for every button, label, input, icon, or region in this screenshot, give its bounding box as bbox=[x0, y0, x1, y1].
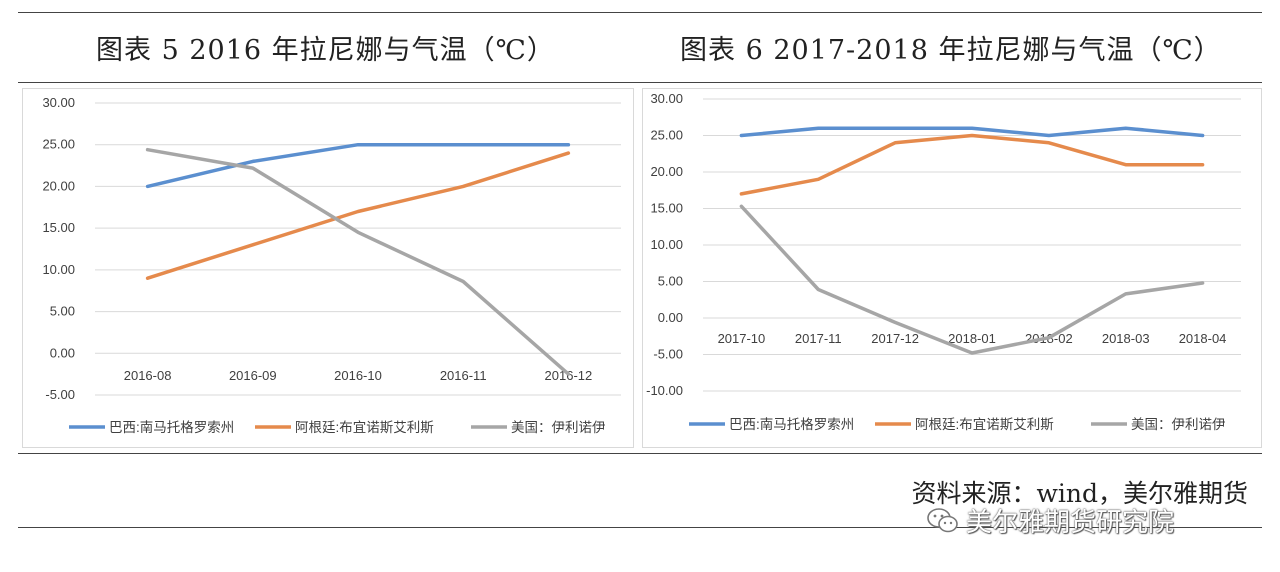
chart-5: 30.00 25.00 20.00 15.00 10.00 5.00 0.00 -5.00 20… bbox=[42, 95, 621, 435]
series-line-0 bbox=[739, 126, 1205, 138]
chart-5-frame: 30.00 25.00 20.00 15.00 10.00 5.00 0.00 -5.00 20… bbox=[22, 88, 634, 448]
x-tick-label: 2016-08 bbox=[124, 368, 172, 383]
y-tick-label: 0.00 bbox=[50, 345, 75, 360]
x-tick-label: 2017-11 bbox=[795, 331, 842, 346]
y-tick-label: -10.00 bbox=[646, 383, 683, 398]
wechat-icon bbox=[927, 507, 958, 532]
legend-label: 美国：伊利诺伊 bbox=[1131, 417, 1226, 432]
series-line-2 bbox=[145, 147, 571, 376]
legend-label: 阿根廷:布宜诺斯艾利斯 bbox=[295, 420, 434, 435]
x-tick-label: 2017-12 bbox=[871, 331, 919, 346]
chart-6-frame: 30.00 25.00 20.00 15.00 10.00 5.00 0.00 -5.00 -1… bbox=[642, 88, 1262, 448]
watermark-text: 美尔雅期货研究院 bbox=[966, 508, 1175, 538]
title-rule bbox=[18, 82, 1262, 83]
series-line-2 bbox=[739, 204, 1205, 355]
top-rule bbox=[18, 12, 1262, 13]
x-tick-label: 2018-04 bbox=[1179, 331, 1227, 346]
x-tick-label: 2016-11 bbox=[440, 368, 487, 383]
y-tick-label: 30.00 bbox=[42, 95, 75, 110]
source-note: 资料来源：wind，美尔雅期货 bbox=[911, 479, 1248, 508]
y-tick-label: 25.00 bbox=[42, 137, 75, 152]
x-tick-label: 2018-03 bbox=[1102, 331, 1150, 346]
chart-6: 30.00 25.00 20.00 15.00 10.00 5.00 0.00 -5.00 -1… bbox=[646, 91, 1241, 432]
chart-6-title: 图表 6 2017-2018 年拉尼娜与气温（℃） bbox=[680, 35, 1222, 66]
legend-label: 阿根廷:布宜诺斯艾利斯 bbox=[915, 417, 1054, 432]
bottom-rule bbox=[18, 527, 1262, 528]
series-line-1 bbox=[739, 133, 1205, 196]
legend-label: 巴西:南马托格罗索州 bbox=[729, 417, 854, 432]
y-tick-label: 5.00 bbox=[658, 274, 683, 289]
chart-5-title: 图表 5 2016 年拉尼娜与气温（℃） bbox=[96, 35, 555, 66]
x-tick-label: 2016-09 bbox=[229, 368, 277, 383]
y-tick-label: -5.00 bbox=[45, 387, 75, 402]
y-tick-label: -5.00 bbox=[653, 347, 683, 362]
y-tick-label: 30.00 bbox=[650, 91, 683, 106]
x-tick-label: 2016-10 bbox=[334, 368, 382, 383]
series-line-1 bbox=[145, 151, 571, 280]
watermark: 美尔雅期货研究院 bbox=[926, 502, 1174, 539]
legend-label: 巴西:南马托格罗索州 bbox=[109, 420, 234, 435]
y-tick-label: 10.00 bbox=[650, 237, 683, 252]
y-tick-label: 15.00 bbox=[42, 220, 75, 235]
y-tick-label: 0.00 bbox=[658, 310, 683, 325]
y-tick-label: 20.00 bbox=[42, 178, 75, 193]
y-tick-label: 25.00 bbox=[650, 128, 683, 143]
legend-label: 美国：伊利诺伊 bbox=[511, 420, 606, 435]
x-tick-label: 2017-10 bbox=[718, 331, 766, 346]
y-tick-label: 15.00 bbox=[650, 201, 683, 216]
y-tick-label: 5.00 bbox=[50, 304, 75, 319]
x-tick-label: 2018-01 bbox=[948, 331, 996, 346]
middle-rule bbox=[18, 453, 1262, 454]
series-line-0 bbox=[145, 142, 571, 189]
y-tick-label: 10.00 bbox=[42, 262, 75, 277]
y-tick-label: 20.00 bbox=[650, 164, 683, 179]
